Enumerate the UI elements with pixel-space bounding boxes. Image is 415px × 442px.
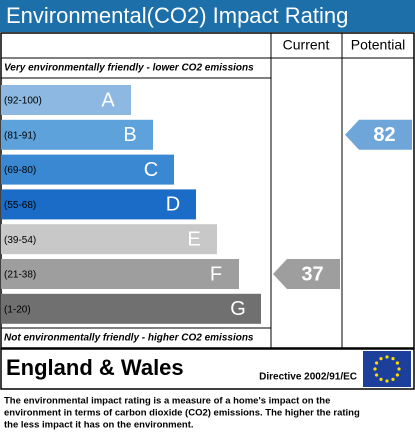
band-letter: F — [210, 263, 222, 285]
bands: (92-100) A (81-91) B (69-80) C (55-68) D (39-54)… — [1, 85, 261, 324]
band-bar — [1, 85, 131, 115]
band-bar — [1, 224, 217, 255]
rating-value: 82 — [373, 124, 395, 146]
rating-arrow — [273, 259, 340, 289]
band-letter: C — [144, 159, 158, 181]
band-range: (39-54) — [4, 235, 36, 246]
band-range: (69-80) — [4, 165, 36, 176]
title: Environmental(CO2) Impact Rating — [6, 3, 348, 28]
footer-frame — [0, 348, 415, 390]
title-bar — [0, 0, 415, 32]
description-line: The environmental impact rating is a mea… — [4, 396, 330, 407]
column-header: Potential — [351, 37, 405, 53]
eu-star — [379, 357, 383, 361]
band-bar — [1, 154, 174, 185]
eu-star — [397, 367, 401, 371]
band-range: (92-100) — [4, 96, 42, 107]
band-range: (55-68) — [4, 200, 36, 211]
eu-star — [385, 355, 389, 359]
band-letter: D — [166, 194, 180, 216]
band-bar — [1, 189, 196, 220]
band-range: (81-91) — [4, 130, 36, 141]
eu-star — [391, 377, 395, 381]
directive: Directive 2002/91/EC — [259, 372, 357, 383]
eu-star — [395, 361, 399, 365]
eu-star — [395, 373, 399, 377]
band-letter: G — [230, 298, 246, 320]
rating-arrow — [345, 119, 412, 150]
band-letter: B — [123, 124, 136, 146]
column-header: Current — [283, 37, 330, 53]
description-line: the less impact it has on the environmen… — [4, 420, 194, 431]
eu-star — [375, 373, 379, 377]
band-letter: E — [187, 228, 200, 250]
band-bar — [1, 119, 153, 150]
band-bar — [1, 293, 261, 324]
band-letter: A — [101, 89, 115, 111]
eu-star — [375, 361, 379, 365]
eu-star — [391, 357, 395, 361]
eu-star — [379, 377, 383, 381]
band-range: (21-38) — [4, 270, 36, 281]
bottom-note: Not environmentally friendly - higher CO… — [4, 333, 254, 344]
region: England & Wales — [6, 355, 184, 380]
description-line: environment in terms of carbon dioxide (… — [4, 408, 360, 419]
top-note: Very environmentally friendly - lower CO… — [4, 63, 254, 74]
eu-star — [385, 379, 389, 383]
eu-stars — [373, 355, 401, 383]
band-bar — [1, 259, 239, 289]
eu-star — [373, 367, 377, 371]
rating-value: 37 — [301, 263, 323, 285]
band-range: (1-20) — [4, 304, 31, 315]
